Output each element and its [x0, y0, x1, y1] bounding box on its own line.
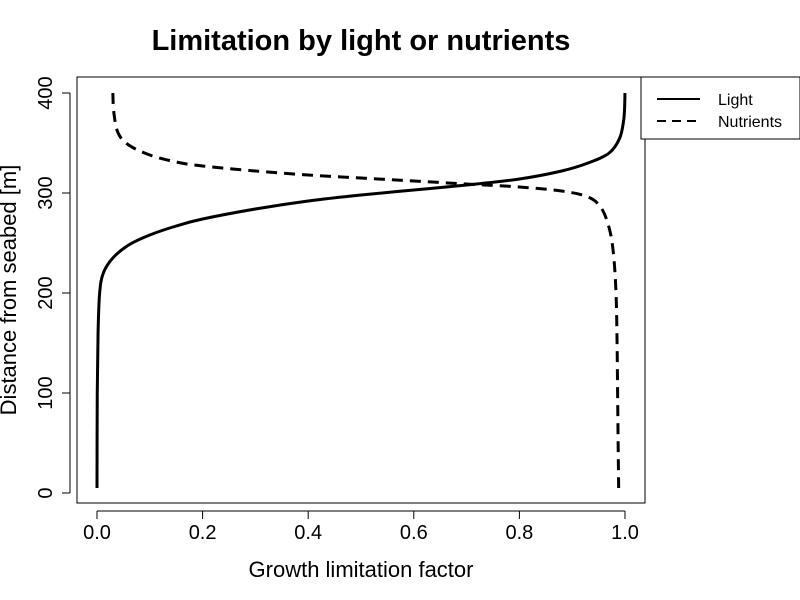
plot-area: [77, 77, 645, 503]
y-tick-label: 200: [35, 276, 57, 309]
x-tick-label: 0.0: [83, 522, 111, 544]
legend-label-nutrients: Nutrients: [718, 114, 782, 131]
x-tick-label: 1.0: [611, 522, 639, 544]
x-tick-label: 0.8: [505, 522, 533, 544]
x-tick-label: 0.6: [400, 522, 428, 544]
y-tick-label: 300: [35, 176, 57, 209]
y-tick-label: 0: [35, 487, 57, 498]
legend-label-light: Light: [718, 92, 753, 109]
series-line-nutrients: [113, 93, 619, 488]
y-tick-label: 100: [35, 376, 57, 409]
x-axis: 0.0 0.2 0.4 0.6 0.8 1.0: [83, 511, 639, 544]
x-tick-label: 0.2: [189, 522, 217, 544]
plot-frame: [77, 77, 645, 503]
y-axis-label: Distance from seabed [m]: [0, 165, 21, 416]
y-axis: 0 100 200 300 400: [35, 76, 70, 498]
series-layer: [97, 93, 625, 488]
x-tick-label: 0.4: [294, 522, 322, 544]
y-tick-label: 400: [35, 76, 57, 109]
series-line-light: [97, 93, 625, 488]
legend: Light Nutrients: [641, 77, 800, 139]
x-axis-label: Growth limitation factor: [249, 557, 474, 582]
chart-title: Limitation by light or nutrients: [152, 25, 571, 57]
